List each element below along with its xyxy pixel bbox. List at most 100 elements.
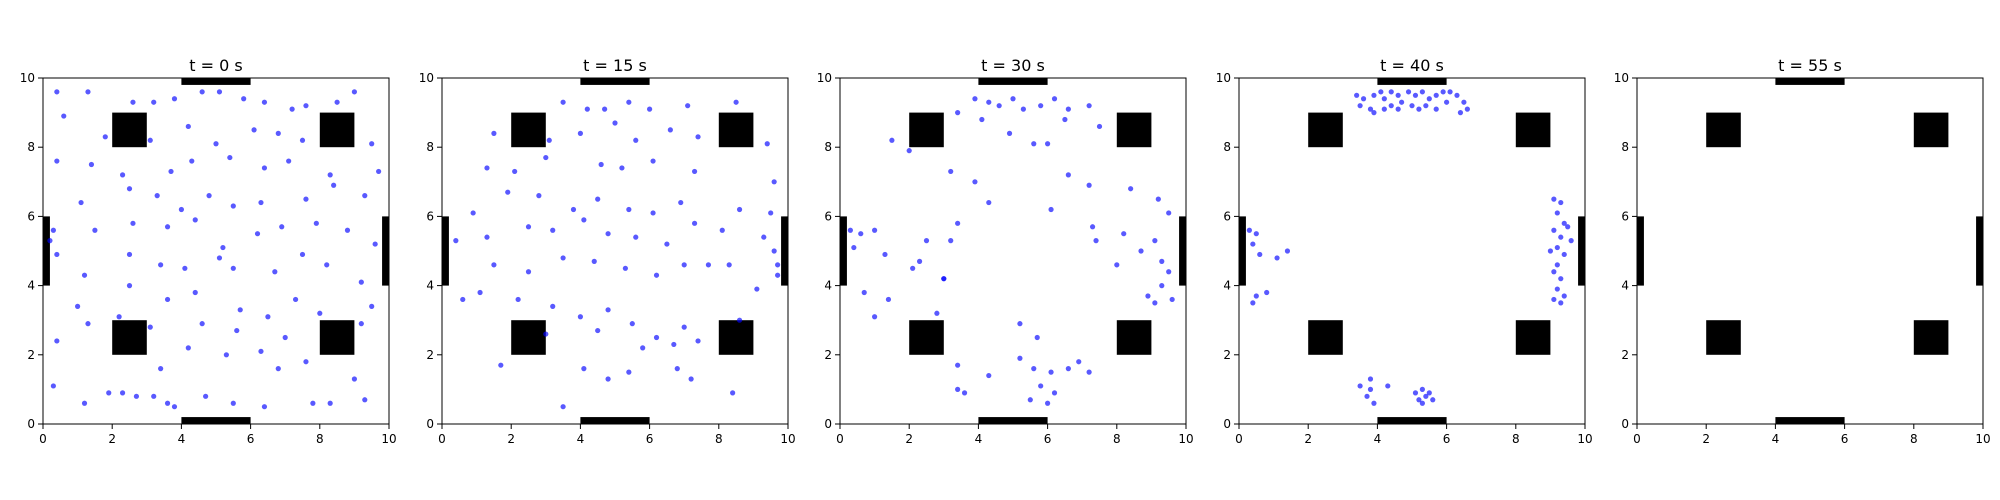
pedestrian-point xyxy=(934,310,940,316)
pedestrian-point xyxy=(1152,300,1158,306)
y-tick-label: 10 xyxy=(817,71,832,85)
exit-left xyxy=(1239,216,1246,286)
pedestrian-point xyxy=(771,179,777,185)
x-tick-label: 2 xyxy=(1702,432,1710,446)
panel-0: 0 2 4 6 8 10 0 2 4 6 8 10 t = 0 s xyxy=(20,56,397,446)
pedestrian-point xyxy=(133,393,140,399)
pedestrian-point xyxy=(581,217,587,223)
pedestrian-point xyxy=(861,289,867,296)
x-tick-label: 10 xyxy=(381,432,396,446)
pedestrian-point xyxy=(768,210,774,216)
pedestrian-point xyxy=(220,244,226,251)
axes-frame xyxy=(441,77,789,425)
pedestrian-point xyxy=(171,96,178,102)
y-tick-label: 0 xyxy=(426,417,434,431)
exit-right xyxy=(1578,216,1585,286)
pedestrian-point xyxy=(1006,130,1013,136)
pedestrian-point xyxy=(1086,103,1092,109)
pedestrian-point xyxy=(151,393,157,399)
pedestrian-point xyxy=(369,303,375,309)
obstacle-block xyxy=(112,320,147,355)
pedestrian-point xyxy=(695,134,701,140)
pedestrian-point xyxy=(653,272,660,278)
pedestrian-point xyxy=(577,130,584,136)
pedestrian-point xyxy=(626,206,632,213)
obstacle-block xyxy=(511,320,546,355)
x-tick-label: 6 xyxy=(1841,432,1849,446)
pedestrian-point xyxy=(126,251,133,258)
pedestrian-point xyxy=(303,103,309,109)
obstacle-block xyxy=(1706,320,1741,355)
x-tick-label: 6 xyxy=(1044,432,1052,446)
pedestrian-point xyxy=(1371,92,1377,98)
pedestrian-point xyxy=(206,193,212,199)
pedestrian-point xyxy=(282,334,288,341)
pedestrian-point xyxy=(961,390,968,396)
pedestrian-point xyxy=(598,161,604,168)
pedestrian-point xyxy=(1554,210,1560,216)
pedestrian-point xyxy=(1367,106,1374,112)
pedestrian-point xyxy=(254,231,261,237)
pedestrian-point xyxy=(1433,106,1439,112)
pedestrian-point xyxy=(1547,248,1553,254)
pedestrian-point xyxy=(477,289,483,296)
pedestrian-point xyxy=(1086,182,1092,188)
x-tick-label: 8 xyxy=(1910,432,1918,446)
y-tick-label: 0 xyxy=(1621,417,1629,431)
pedestrian-point xyxy=(986,99,992,105)
pedestrian-point xyxy=(1246,227,1252,233)
pedestrian-point xyxy=(216,255,223,261)
pedestrian-point xyxy=(923,238,930,244)
pedestrian-point xyxy=(1405,89,1412,95)
pedestrian-point xyxy=(230,203,236,209)
obstacle-block xyxy=(1706,112,1741,148)
pedestrian-point xyxy=(331,182,337,188)
pedestrian-point xyxy=(1395,92,1401,98)
pedestrian-point xyxy=(491,130,497,136)
pedestrian-point xyxy=(885,296,892,303)
pedestrian-point xyxy=(223,352,229,358)
pedestrian-point xyxy=(626,369,632,375)
pedestrian-point xyxy=(81,272,88,278)
pedestrian-point xyxy=(1558,300,1564,306)
pedestrian-point xyxy=(678,199,684,206)
pedestrian-point xyxy=(910,265,916,271)
pedestrian-point xyxy=(491,262,497,268)
pedestrian-point xyxy=(1416,106,1422,112)
pedestrian-point xyxy=(1357,383,1363,389)
y-tick-label: 8 xyxy=(426,140,434,154)
pedestrian-point xyxy=(629,321,635,327)
pedestrian-point xyxy=(50,227,56,233)
pedestrian-point xyxy=(948,238,954,244)
pedestrian-point xyxy=(1561,220,1567,226)
pedestrian-point xyxy=(1561,251,1567,258)
exit-bottom xyxy=(1377,417,1447,424)
pedestrian-point xyxy=(626,99,632,105)
pedestrian-point xyxy=(986,372,992,379)
pedestrian-point xyxy=(882,251,888,258)
pedestrian-point xyxy=(310,400,316,406)
panel-title: t = 15 s xyxy=(583,56,647,75)
pedestrian-point xyxy=(334,99,340,105)
pedestrian-point xyxy=(1045,400,1051,406)
pedestrian-point xyxy=(1388,89,1394,95)
x-tick-label: 10 xyxy=(1577,432,1592,446)
pedestrian-point xyxy=(234,327,240,334)
pedestrian-point xyxy=(906,148,912,154)
pedestrian-point xyxy=(351,89,357,95)
pedestrian-point xyxy=(695,338,701,344)
pedestrian-point xyxy=(189,158,195,164)
pedestrian-point xyxy=(612,120,618,126)
pedestrian-point xyxy=(1430,397,1436,403)
pedestrian-point xyxy=(1433,92,1439,98)
pedestrian-point xyxy=(61,113,67,119)
y-tick-label: 2 xyxy=(1621,348,1629,362)
obstacle-block xyxy=(909,112,944,148)
axes-frame xyxy=(42,77,390,425)
pedestrian-point xyxy=(1409,103,1415,109)
pedestrian-point xyxy=(313,220,319,226)
pedestrian-point xyxy=(1048,206,1054,213)
pedestrian-point xyxy=(182,265,188,271)
pedestrian-point xyxy=(1250,241,1256,247)
y-tick-label: 4 xyxy=(1621,279,1629,293)
